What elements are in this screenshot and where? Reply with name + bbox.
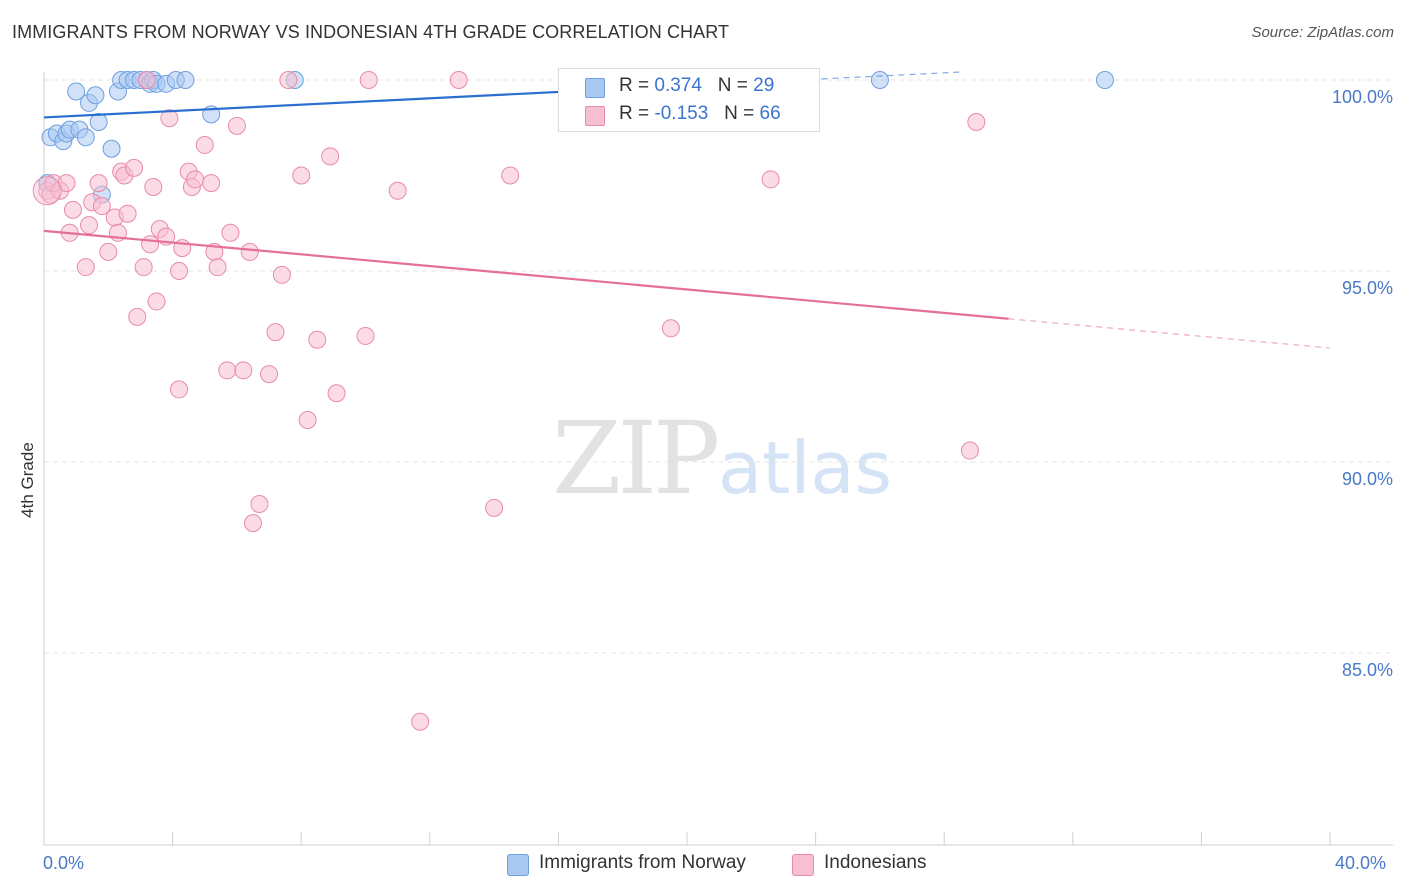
y-tick-label-95: 95.0%	[1341, 278, 1393, 298]
point-norway-25	[176, 71, 195, 89]
point-indonesians-50	[321, 147, 340, 166]
source-label: Source: ZipAtlas.com	[1251, 24, 1394, 41]
chart-title: IMMIGRANTS FROM NORWAY VS INDONESIAN 4TH…	[12, 22, 730, 42]
point-indonesians-10	[89, 174, 108, 193]
point-indonesians-48	[298, 410, 317, 429]
point-indonesians-36	[218, 361, 237, 380]
point-indonesians-7	[76, 258, 95, 277]
point-indonesians-20	[134, 258, 153, 277]
point-indonesians-45	[272, 265, 291, 284]
n-label: N =	[724, 103, 755, 124]
n-label: N =	[717, 75, 748, 96]
point-indonesians-58	[501, 166, 520, 185]
point-indonesians-35	[208, 258, 227, 277]
point-indonesians-65	[137, 71, 156, 89]
point-indonesians-63	[967, 113, 986, 132]
point-indonesians-33	[202, 174, 221, 193]
point-indonesians-60	[661, 319, 680, 338]
indonesians-swatch	[585, 106, 605, 126]
point-indonesians-42	[250, 495, 269, 514]
n-value-norway: 29	[753, 75, 775, 96]
point-norway-8	[76, 128, 95, 147]
point-indonesians-21	[141, 235, 160, 254]
point-norway-28	[870, 71, 889, 89]
point-indonesians-8	[80, 216, 99, 235]
point-indonesians-54	[388, 181, 407, 200]
norway-swatch	[585, 78, 605, 98]
point-indonesians-41	[243, 514, 262, 533]
trendline-extension-norway	[799, 71, 961, 81]
point-norway-11	[89, 113, 108, 132]
point-indonesians-18	[125, 158, 144, 177]
point-norway-29	[1095, 71, 1114, 89]
y-tick-label-100: 100.0%	[1331, 87, 1393, 107]
point-indonesians-53	[359, 71, 378, 89]
point-indonesians-55	[411, 712, 430, 731]
r-label: R =	[619, 103, 650, 124]
point-indonesians-23	[147, 292, 166, 311]
point-indonesians-17	[118, 204, 137, 223]
legend-label-indonesians: Indonesians	[824, 852, 927, 873]
point-norway-6	[67, 82, 86, 101]
point-indonesians-6	[63, 200, 82, 219]
point-indonesians-49	[308, 330, 327, 349]
r-value-norway: 0.374	[654, 75, 702, 96]
point-indonesians-43	[260, 365, 279, 384]
norway-swatch	[507, 854, 529, 876]
indonesians-swatch	[792, 854, 814, 876]
point-indonesians-32	[195, 135, 214, 154]
point-indonesians-12	[99, 242, 118, 261]
point-indonesians-cluster	[32, 176, 62, 206]
r-value-indonesians: -0.153	[654, 103, 709, 124]
y-tick-label-90: 90.0%	[1341, 469, 1393, 489]
point-indonesians-37	[221, 223, 240, 242]
correlation-legend: R = 0.374 N = 29 R = -0.153 N = 66	[558, 68, 820, 132]
watermark-zip: ZIP	[552, 400, 720, 517]
point-indonesians-4	[57, 174, 76, 193]
point-indonesians-31	[186, 170, 205, 189]
point-norway-10	[86, 86, 105, 105]
point-indonesians-40	[240, 242, 259, 261]
legend-label-norway: Immigrants from Norway	[539, 852, 746, 873]
point-indonesians-51	[327, 384, 346, 403]
y-tick-label-85: 85.0%	[1341, 660, 1393, 680]
y-axis-title: 4th Grade	[18, 442, 37, 518]
point-indonesians-46	[279, 71, 298, 89]
trendline-indonesians	[43, 229, 1009, 320]
point-indonesians-38	[227, 116, 246, 135]
point-indonesians-57	[485, 498, 504, 517]
point-indonesians-19	[128, 307, 147, 326]
point-indonesians-64	[170, 380, 189, 399]
r-label: R =	[619, 75, 650, 96]
point-indonesians-56	[449, 71, 468, 89]
point-indonesians-61	[761, 170, 780, 189]
x-tick-label-max: 40.0%	[1335, 853, 1387, 873]
point-indonesians-22	[144, 177, 163, 196]
x-tick-label-min: 0.0%	[43, 853, 85, 873]
point-indonesians-52	[356, 326, 375, 345]
point-indonesians-44	[266, 323, 285, 342]
n-value-indonesians: 66	[759, 103, 781, 124]
point-indonesians-47	[292, 166, 311, 185]
series-legend: Immigrants from Norway Indonesians	[0, 852, 1406, 878]
point-indonesians-62	[960, 441, 979, 460]
trendline-extension-indonesians	[1008, 318, 1331, 349]
watermark-atlas: atlas	[718, 426, 892, 510]
point-norway-13	[102, 139, 121, 158]
point-indonesians-11	[92, 197, 111, 216]
point-indonesians-26	[160, 109, 179, 128]
point-indonesians-39	[234, 361, 253, 380]
point-indonesians-27	[170, 262, 189, 280]
